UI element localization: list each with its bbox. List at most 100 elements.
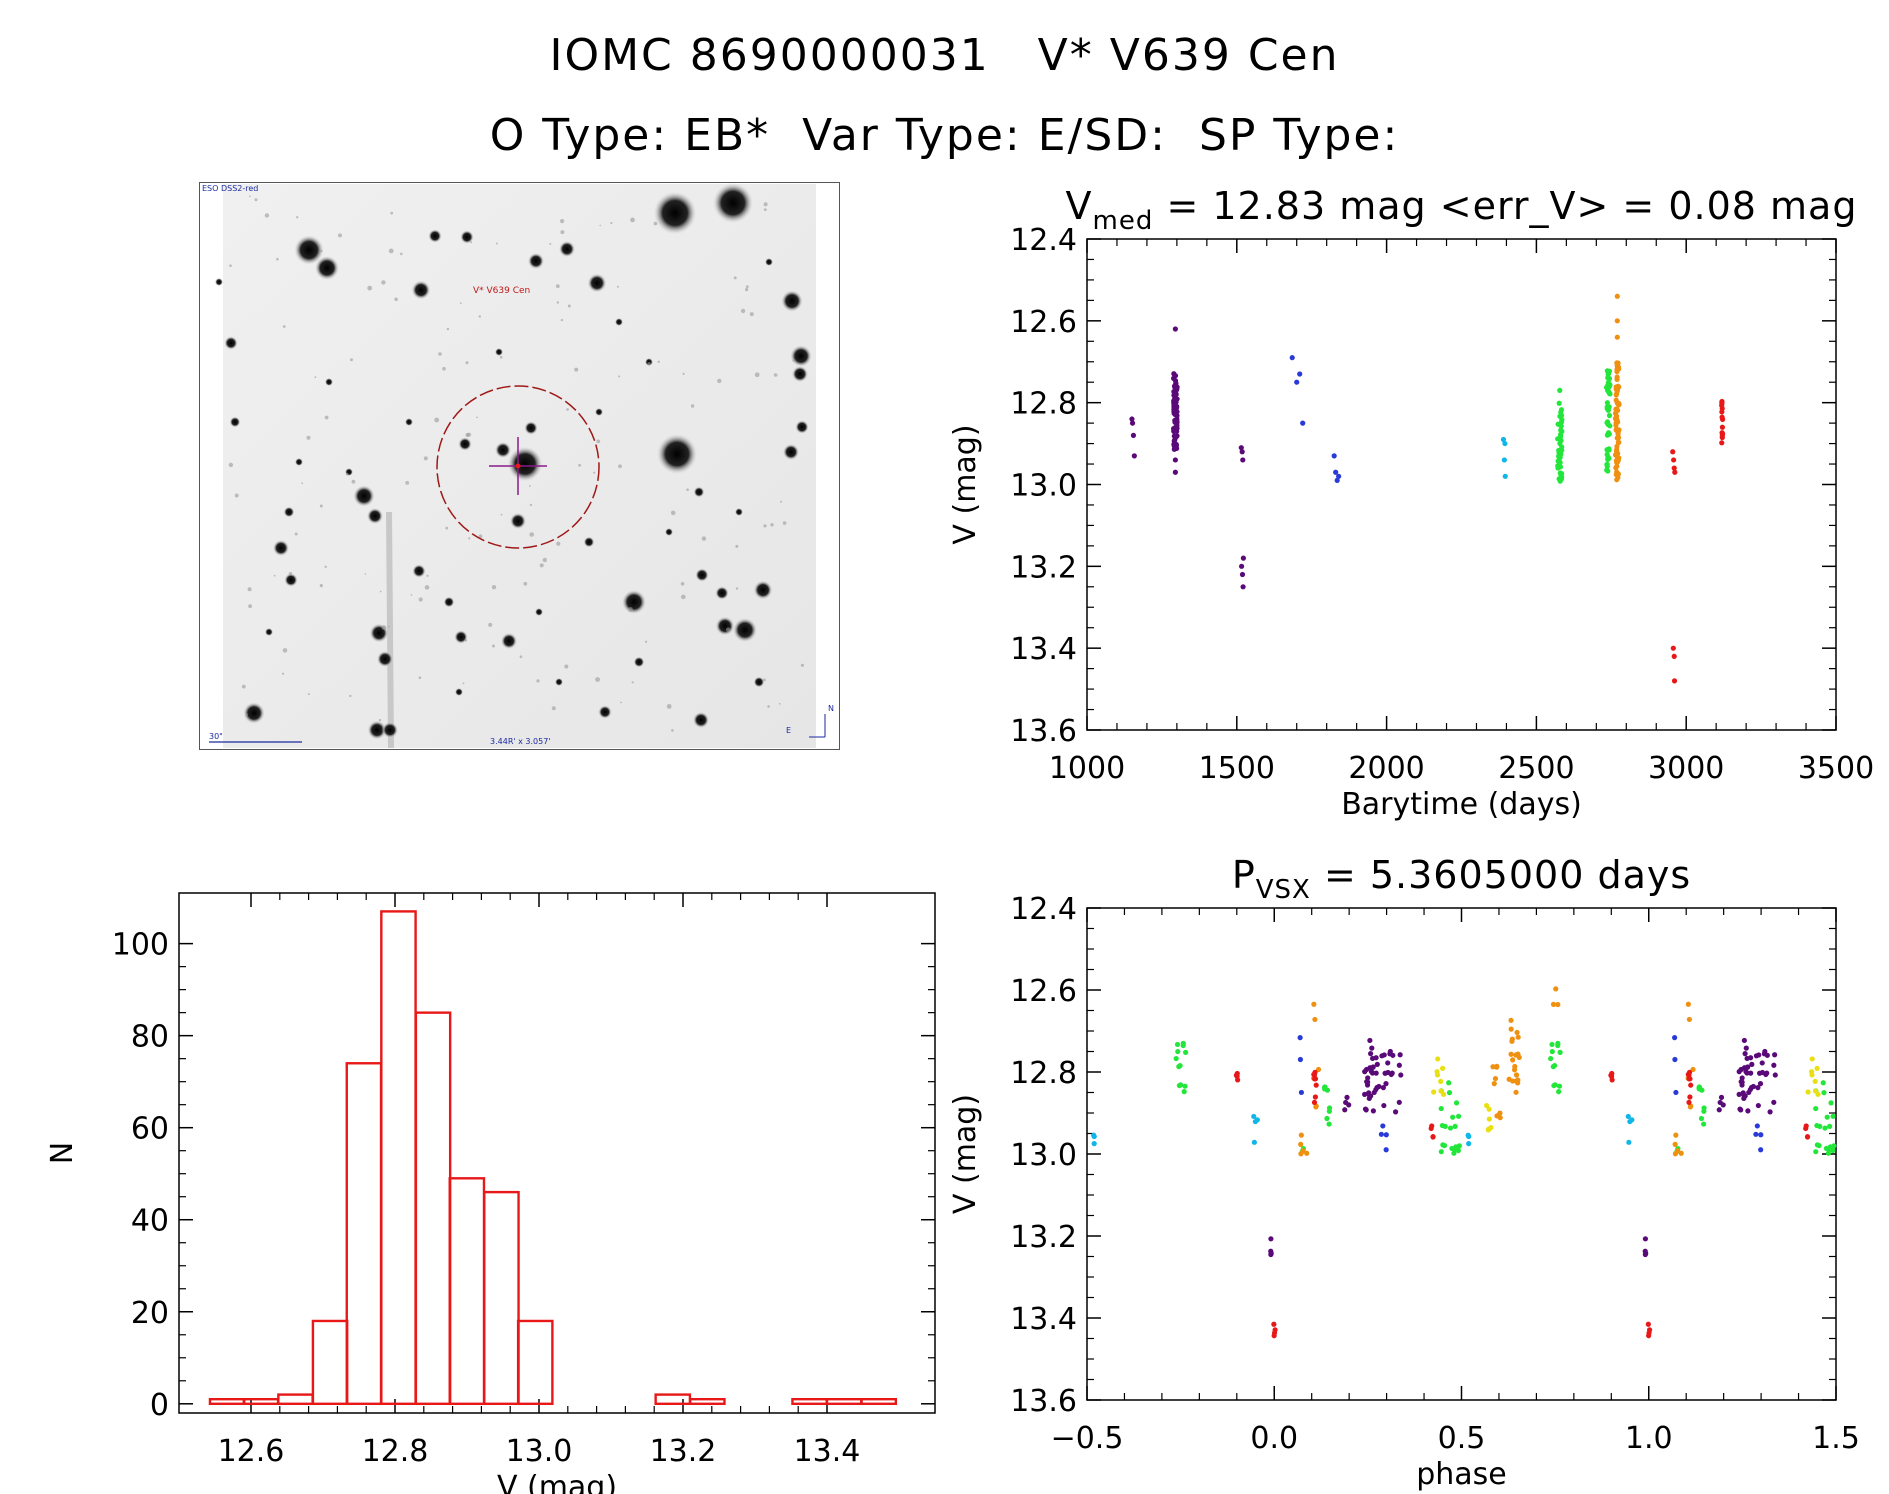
finder-faint-star-17 [574,367,579,372]
ph-point-10-6-0 [1181,1089,1187,1095]
lc-point-s9-7 [1616,439,1622,446]
finder-faint-star-134 [234,493,239,498]
ph-point-0-23-1 [1739,1082,1745,1088]
ph-point-17-3-0 [1313,1104,1319,1110]
phased-ylabel: V (mag) [948,1094,983,1214]
histogram-ytick-label-2: 40 [131,1204,169,1239]
ph-point-10-11-1 [1556,1083,1563,1089]
histogram-xtick-label-1: 12.8 [362,1434,429,1469]
ph-point-0-18-1 [1736,1091,1742,1098]
ph-point-1-7-0 [1392,1109,1399,1115]
ph-point-0-13-1 [1736,1069,1742,1075]
hist-bar-19 [860,1397,898,1405]
ph-point-3-0-1 [1643,1250,1649,1256]
lc-point-s7-8 [1558,451,1564,457]
ph-point-13-1-0 [1485,1127,1491,1133]
ph-point-1-10-0 [1385,1060,1391,1066]
ph-point-15-2-0 [1497,1110,1503,1116]
lc-point-s9-2 [1613,465,1619,471]
ph-point-1-14-0 [1383,1081,1389,1087]
ph-point-21-0-0 [1429,1123,1435,1129]
ph-point-8-0-1 [1824,1114,1830,1120]
ph-point-11-0-0 [1300,1147,1306,1154]
ph-point-0-20-1 [1747,1086,1753,1093]
ph-point-1-17-1 [1762,1048,1768,1055]
lc-point-s9-64 [1614,391,1620,397]
lc-point-s8-1 [1605,421,1611,427]
ph-point-17-4-0 [1311,1001,1317,1007]
finder-faint-star-28 [523,581,528,586]
finder-faint-star-128 [345,472,349,476]
lc-point-s5-2 [1334,477,1340,484]
ph-point-22-3-1 [1646,1333,1652,1339]
lc-point-s2-69 [1174,386,1180,392]
ph-point-9-2-0 [1322,1084,1328,1090]
light_curve-xtick-label-1: 1500 [1199,751,1275,786]
ph-point-0-29-0 [1371,1089,1377,1096]
finder-star-43 [229,416,241,428]
lc-point-s8-38 [1606,404,1612,410]
ph-point-1-13-0 [1379,1053,1385,1059]
finder-faint-star-74 [645,640,648,643]
ph-point-1-12-0 [1396,1099,1402,1105]
ph-point-1-12-1 [1771,1099,1777,1105]
lc-point-s8-12 [1605,371,1611,377]
finder-star-48 [443,596,455,608]
lc-point-s2-7 [1174,405,1180,411]
lc-point-s8-36 [1605,456,1611,462]
lc-point-s8-34 [1606,455,1612,461]
ph-point-0-16-0 [1362,1106,1369,1112]
lc-point-s8-10 [1604,368,1610,374]
ph-point-8-19-1 [1830,1113,1836,1119]
finder-star-27 [732,617,758,643]
lc-point-s5-0 [1331,453,1337,459]
ph-point-0-9-1 [1741,1065,1748,1071]
ph-point-15-5-0 [1492,1075,1499,1082]
lc-point-s11-2 [1719,430,1725,436]
lc-point-s9-63 [1615,407,1621,414]
lc-point-s2-30 [1172,445,1178,452]
ph-point-0-16-1 [1737,1106,1743,1112]
ph-point-19-2-0 [1311,1072,1318,1078]
ph-point-22-3-0 [1271,1333,1277,1339]
finder-faint-star-104 [247,587,252,592]
ph-point-3-2-1 [1642,1236,1649,1242]
ph-point-14-4-0 [1511,1067,1518,1073]
ph-point-14-9-0 [1510,1078,1516,1084]
finder-faint-star-117 [478,534,483,538]
finder-star-41 [598,705,612,719]
finder-star-9 [460,230,474,244]
lc-point-s8-28 [1606,447,1612,453]
lc-point-s8-11 [1605,421,1611,427]
ph-point-9-7-1 [1696,1086,1702,1092]
hist-bar-1 [242,1397,280,1405]
ph-point-12-6-0 [1434,1069,1440,1075]
lc-point-s2-41 [1171,442,1177,448]
finder-star-0 [652,190,698,236]
ph-point-0-25-0 [1370,1064,1376,1070]
finder-star-11 [224,336,238,350]
finder-star-22 [366,507,384,525]
hist-bar-4 [345,1062,383,1405]
ph-point-17-5-0 [1315,1066,1322,1073]
lc-point-s2-extra-0 [1172,326,1178,332]
phased-ytick-label-1: 12.6 [1010,974,1077,1009]
ph-point-0-14-1 [1741,1095,1747,1102]
ph-point-0-6-1 [1750,1083,1757,1090]
finder-faint-star-132 [378,718,382,722]
hist-bar-18 [825,1397,863,1405]
lc-point-s9-46 [1614,387,1621,393]
lc-point-s9-9 [1615,471,1621,477]
ph-point-9-2-1 [1696,1084,1703,1090]
ph-point-0-15-0 [1368,1069,1375,1075]
lc-point-s6-3 [1502,440,1508,447]
finder-star-24 [412,564,426,578]
finder-star-2 [293,234,325,266]
lc-point-s7-14 [1558,407,1565,413]
finder-star-51 [753,676,765,688]
ph-point-15-7-0 [1494,1063,1500,1069]
lc-point-s8-30 [1605,371,1612,377]
light_curve-ylabel: V (mag) [948,424,983,544]
finder-faint-star-87 [459,302,462,304]
lc-point-s9-69 [1613,384,1619,390]
